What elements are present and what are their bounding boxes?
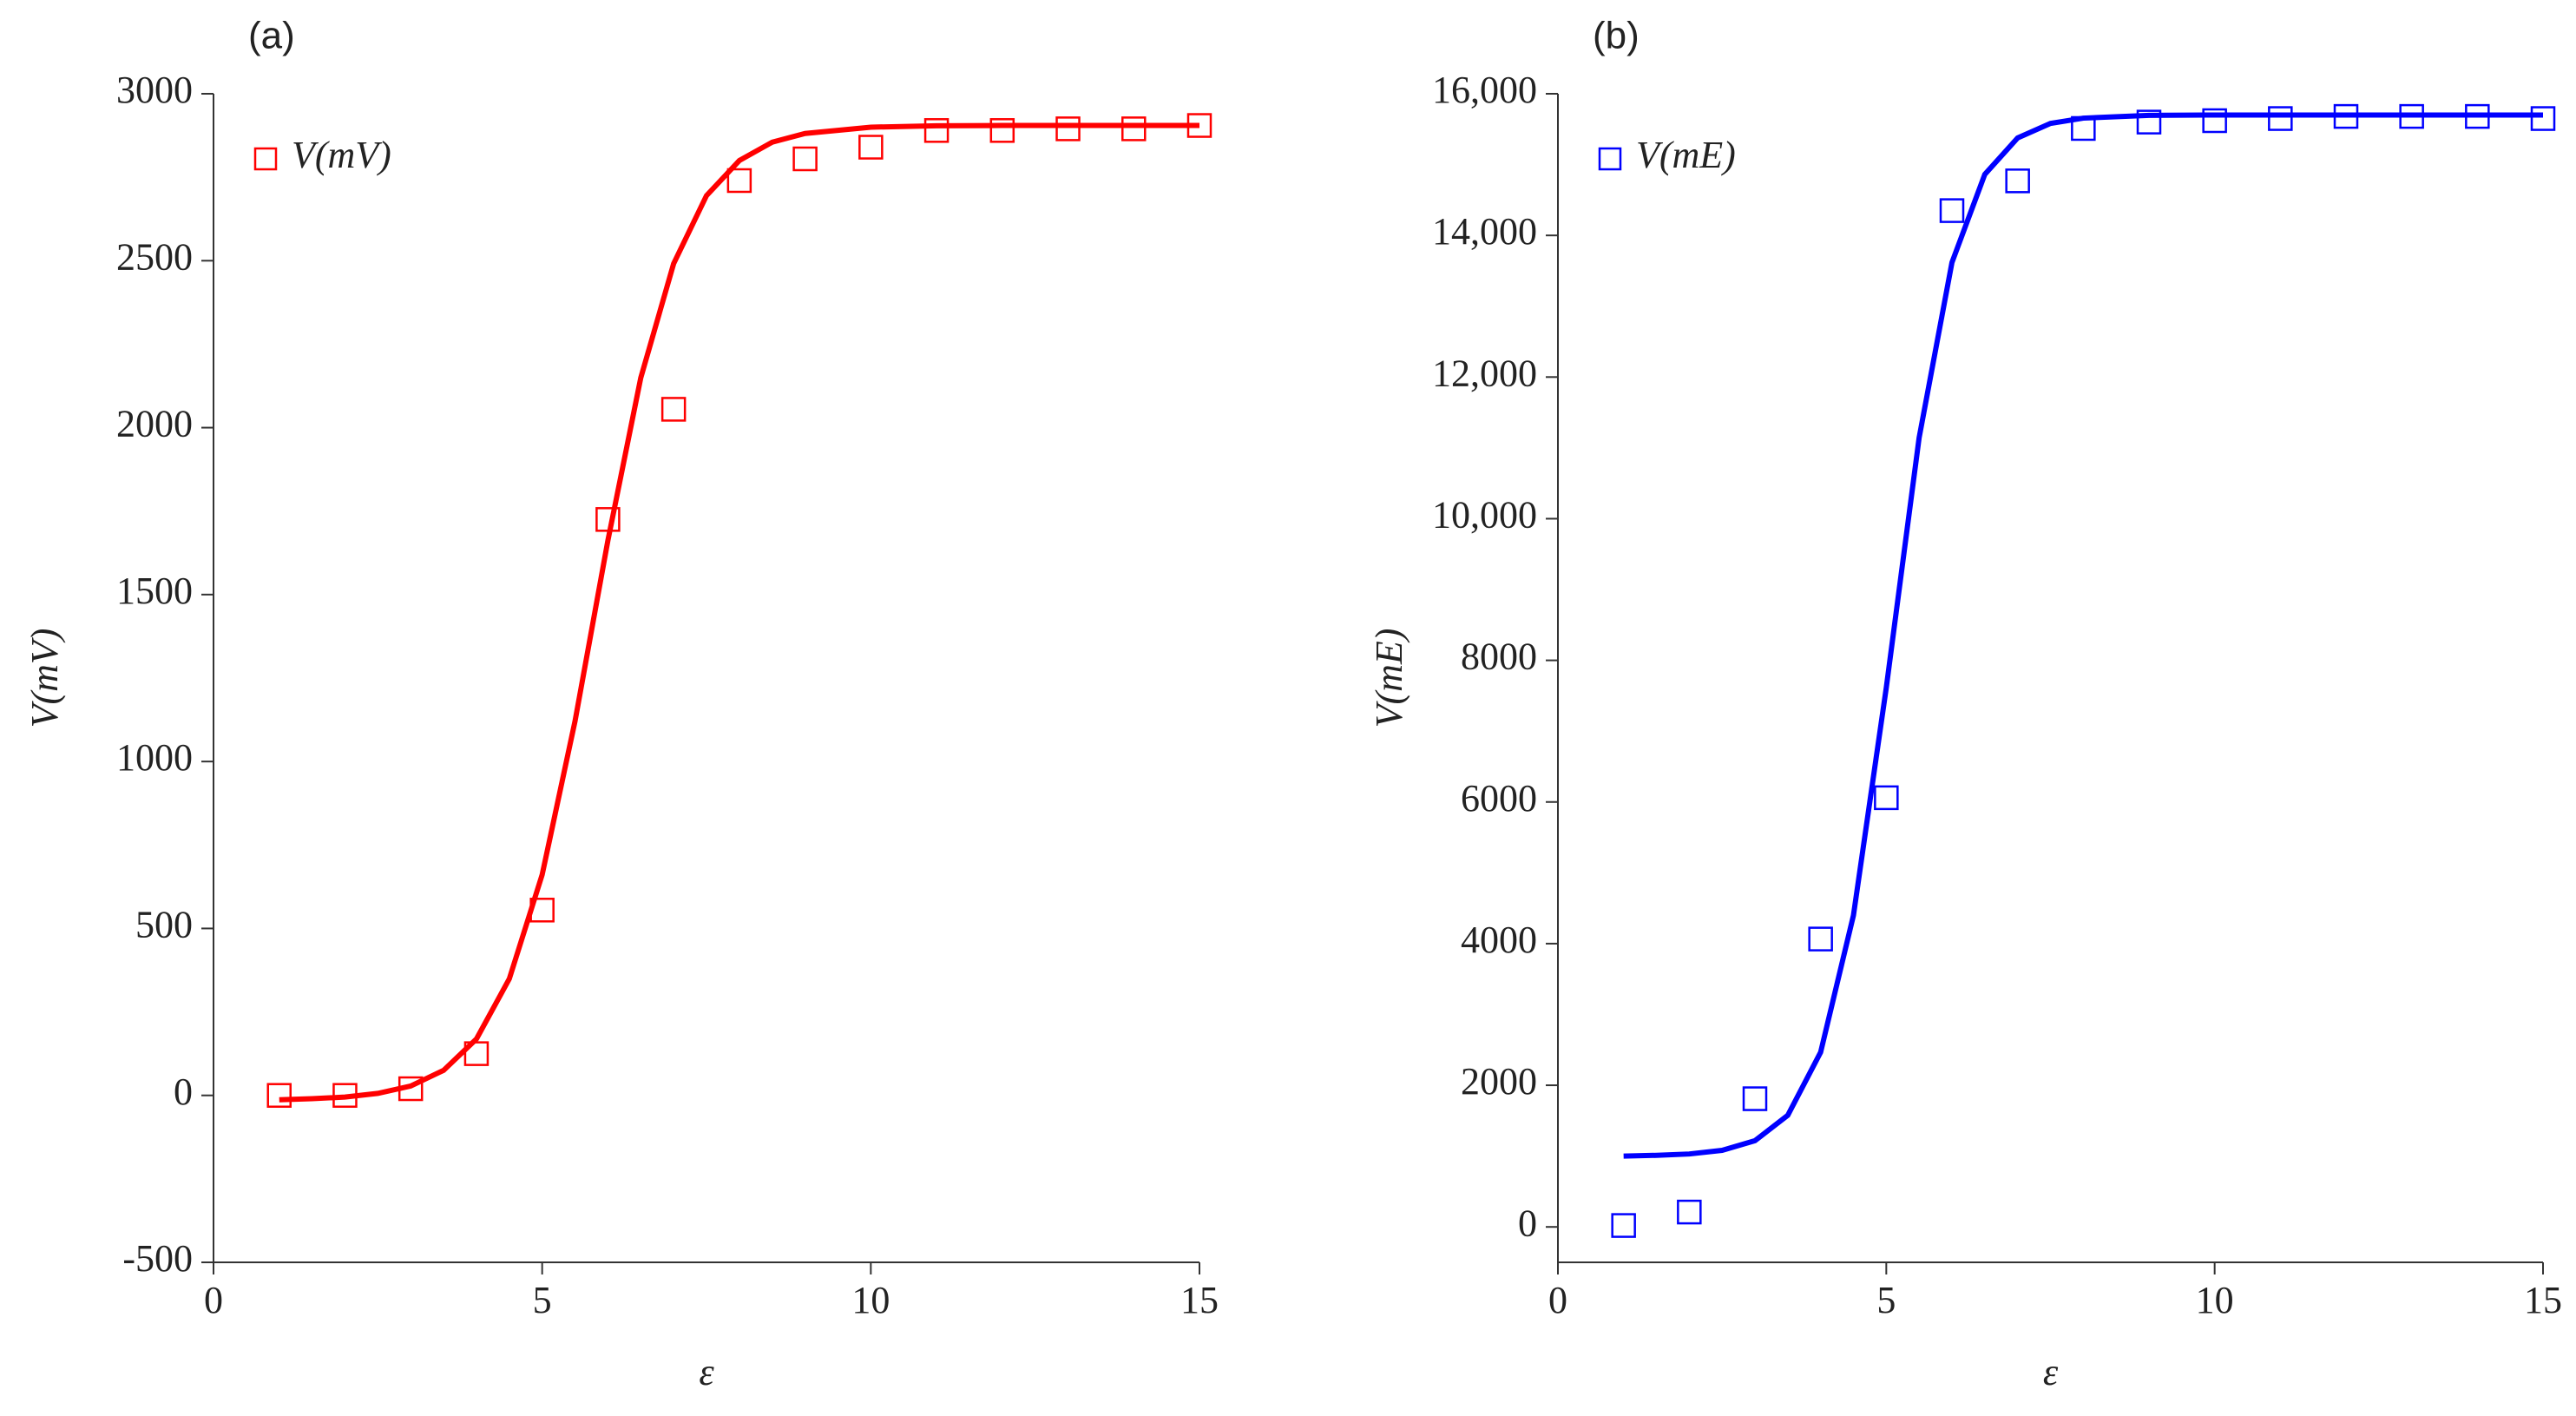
legend-marker	[1598, 147, 1622, 171]
y-tick-label: 3000	[116, 69, 193, 111]
x-tick-label: 5	[533, 1279, 552, 1321]
y-tick-label: 2500	[116, 235, 193, 278]
y-tick-label: 14,000	[1432, 210, 1537, 253]
y-tick-label: 4000	[1461, 919, 1537, 961]
x-tick-label: 0	[204, 1279, 223, 1321]
marker	[2530, 106, 2556, 131]
marker	[858, 135, 884, 160]
marker	[2136, 109, 2162, 135]
legend-label: V(mE)	[1636, 134, 1736, 176]
x-tick-label: 10	[851, 1279, 890, 1321]
y-tick-label: 1000	[116, 736, 193, 779]
y-axis-label: V(mV)	[23, 629, 66, 728]
marker	[2005, 168, 2030, 194]
y-tick-label: 16,000	[1432, 69, 1537, 111]
marker	[1742, 1086, 1768, 1111]
marker	[660, 397, 687, 422]
x-tick-label: 5	[1876, 1279, 1896, 1321]
y-tick-label: 500	[135, 904, 193, 946]
x-tick-label: 15	[1180, 1279, 1219, 1321]
marker	[1121, 116, 1147, 142]
marker	[2202, 108, 2227, 134]
y-tick-label: -500	[122, 1237, 193, 1280]
legend-label: V(mV)	[292, 134, 391, 176]
x-tick-label: 0	[1548, 1279, 1567, 1321]
marker	[1677, 1199, 1702, 1225]
marker	[726, 168, 752, 194]
fit-line	[1623, 112, 2543, 1159]
marker	[923, 118, 950, 143]
marker	[1874, 785, 1899, 811]
marker	[1055, 116, 1081, 142]
x-tick-label: 15	[2524, 1279, 2562, 1321]
marker	[266, 1083, 292, 1108]
y-tick-label: 10,000	[1432, 494, 1537, 537]
marker	[2268, 106, 2293, 131]
marker	[989, 118, 1015, 143]
y-tick-label: 12,000	[1432, 352, 1537, 394]
y-tick-label: 6000	[1461, 777, 1537, 820]
panel-label: (a)	[248, 15, 295, 57]
panel-label: (b)	[1593, 15, 1640, 57]
x-axis-label: ε	[2043, 1351, 2059, 1393]
marker	[1808, 926, 1833, 952]
y-tick-label: 0	[174, 1070, 193, 1113]
y-tick-label: 2000	[116, 403, 193, 445]
marker	[1939, 198, 1965, 223]
y-axis-label: V(mE)	[1368, 629, 1410, 728]
y-tick-label: 1500	[116, 570, 193, 612]
fit-line	[279, 122, 1199, 1103]
marker	[792, 146, 818, 172]
marker	[1611, 1213, 1636, 1238]
x-axis-label: ε	[699, 1351, 714, 1393]
y-tick-label: 2000	[1461, 1060, 1537, 1103]
legend-marker	[253, 147, 278, 171]
x-tick-label: 10	[2196, 1279, 2234, 1321]
y-tick-label: 8000	[1461, 636, 1537, 678]
y-tick-label: 0	[1518, 1202, 1537, 1244]
